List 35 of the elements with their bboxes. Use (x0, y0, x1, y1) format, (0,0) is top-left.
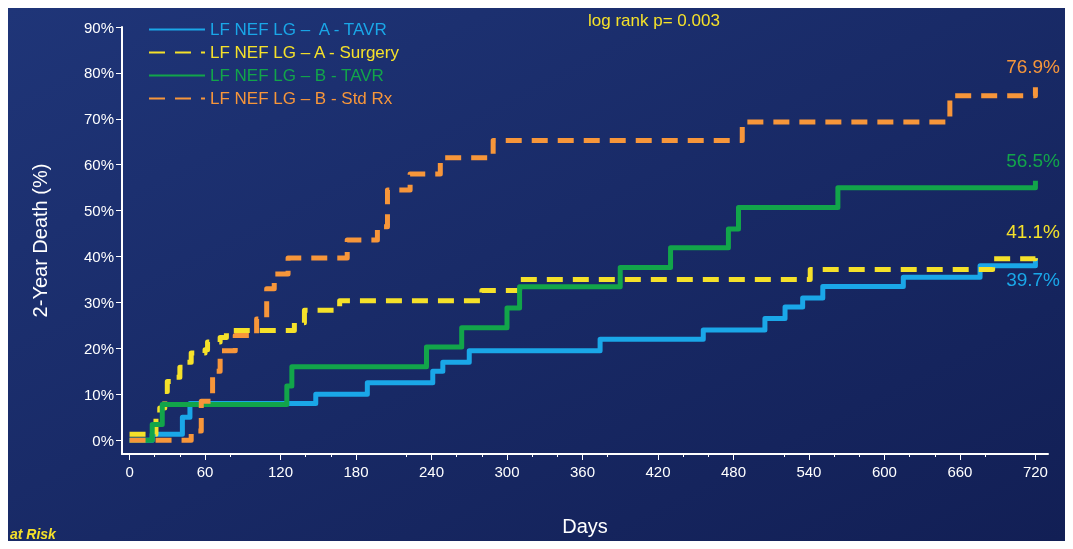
x-tick-label: 720 (1022, 463, 1048, 480)
annotation: 41.1% (1006, 220, 1061, 242)
y-tick-label: 0% (92, 431, 114, 449)
legend-label: LF NEF LG – A - Surgery (210, 43, 400, 62)
y-tick-label: 20% (83, 339, 114, 357)
x-tick-label: 480 (720, 463, 746, 480)
legend-label: LF NEF LG – B - Std Rx (210, 89, 393, 108)
legend-label: LF NEF LG – A - TAVR (210, 20, 387, 39)
y-tick-label: 30% (83, 293, 114, 311)
y-tick-label: 90% (83, 18, 114, 36)
y-tick-label: 70% (83, 110, 114, 128)
x-tick-label: 120 (268, 463, 294, 480)
x-tick-label: 180 (343, 463, 369, 480)
x-tick-label: 660 (947, 463, 973, 480)
x-tick-label: 360 (569, 463, 595, 480)
y-axis-title: 2-Year Death (%) (29, 163, 51, 318)
x-tick-label: 300 (494, 463, 520, 480)
annotation: log rank p= 0.003 (588, 11, 720, 30)
y-tick-label: 50% (83, 202, 114, 220)
x-axis-title: Days (562, 515, 608, 537)
text: at Risk (10, 526, 58, 542)
x-tick-label: 540 (796, 463, 822, 480)
y-tick-label: 10% (83, 385, 114, 403)
y-tick-label: 80% (83, 64, 114, 82)
x-tick-label: 600 (871, 463, 897, 480)
annotation: 76.9% (1006, 56, 1061, 78)
x-tick-label: 60 (196, 463, 214, 480)
y-tick-label: 60% (83, 156, 114, 174)
legend-label: LF NEF LG – B - TAVR (210, 66, 384, 85)
annotation: 56.5% (1006, 149, 1061, 171)
x-tick-label: 420 (645, 463, 671, 480)
x-tick-label: 240 (418, 463, 445, 480)
annotation: 39.7% (1006, 268, 1061, 290)
y-tick-label: 40% (83, 248, 114, 266)
x-tick-label: 0 (125, 463, 134, 480)
